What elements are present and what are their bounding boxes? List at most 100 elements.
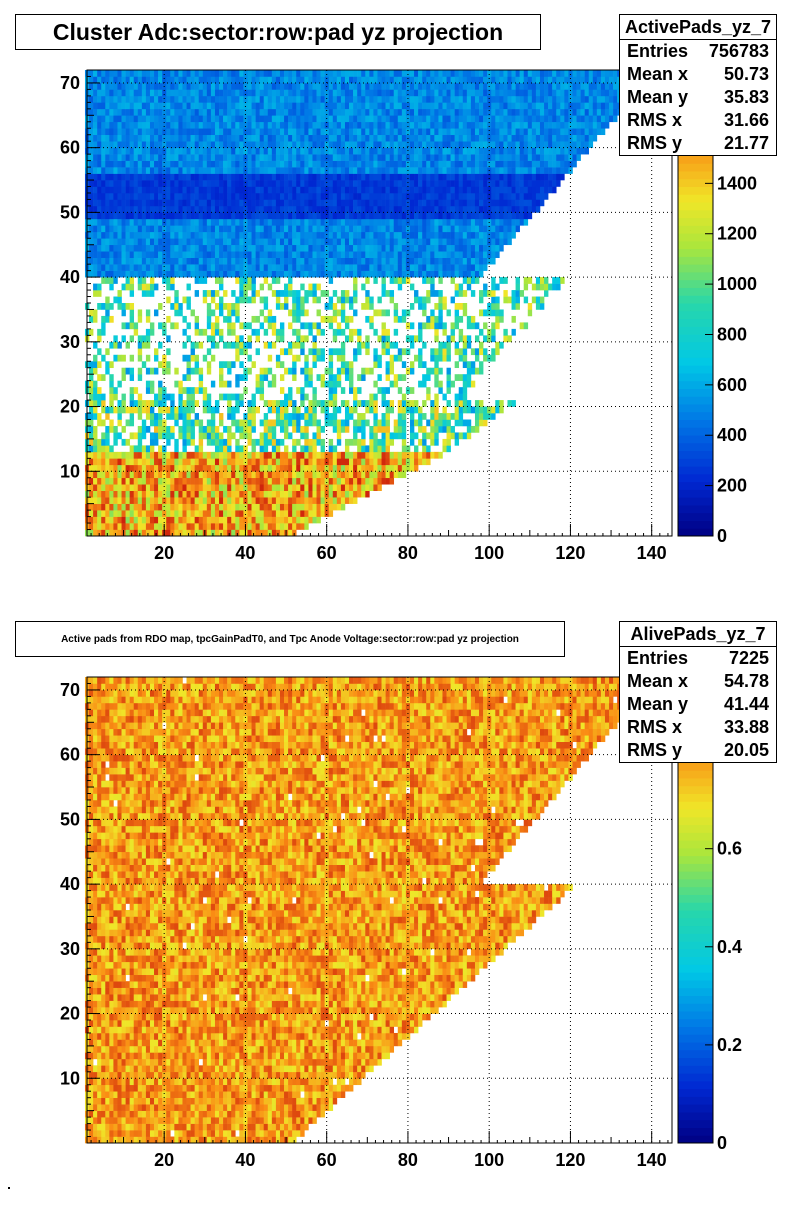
heatmap-cell <box>304 354 309 362</box>
heatmap-cell <box>564 160 569 168</box>
heatmap-cell <box>113 154 118 161</box>
heatmap-cell <box>235 484 240 491</box>
heatmap-cell <box>247 516 252 524</box>
heatmap-cell <box>251 393 256 401</box>
heatmap-cell <box>279 361 285 369</box>
heatmap-cell <box>454 393 460 401</box>
heatmap-cell <box>300 134 305 142</box>
heatmap-cell <box>409 264 415 271</box>
heatmap-cell <box>312 387 317 394</box>
heatmap-cell <box>145 477 151 485</box>
heatmap-cell <box>243 290 248 297</box>
heatmap-cell <box>259 309 265 317</box>
heatmap-cell <box>430 205 435 213</box>
heatmap-cell <box>409 419 415 427</box>
heatmap-cell <box>284 186 289 194</box>
heatmap-cell <box>377 387 382 394</box>
heatmap-cell <box>535 180 541 187</box>
heatmap-cell <box>93 393 98 401</box>
heatmap-cell <box>89 387 94 394</box>
heatmap-cell <box>89 419 94 427</box>
heatmap-cell <box>271 134 277 142</box>
heatmap-cell <box>304 367 309 375</box>
heatmap-cell <box>186 244 191 252</box>
heatmap-cell <box>397 432 403 440</box>
heatmap-cell <box>320 231 325 239</box>
heatmap-cell <box>288 529 293 537</box>
heatmap-cell <box>332 387 338 394</box>
heatmap-cell <box>109 238 114 246</box>
heatmap-cell <box>401 374 407 381</box>
heatmap-cell <box>385 264 390 271</box>
heatmap-cell <box>129 309 135 317</box>
heatmap-cell <box>227 367 232 375</box>
heatmap-cell <box>97 270 102 278</box>
heatmap-cell <box>552 154 557 161</box>
heatmap-cell <box>373 225 378 233</box>
heatmap-cell <box>405 458 411 466</box>
heatmap-cell <box>393 425 399 433</box>
heatmap-cell <box>365 231 370 239</box>
heatmap-cell <box>320 477 325 485</box>
heatmap-cell <box>210 244 216 252</box>
heatmap-cell <box>434 328 439 336</box>
heatmap-cell <box>109 510 114 517</box>
heatmap-cell <box>284 205 289 213</box>
heatmap-cell <box>365 257 370 265</box>
heatmap-cell <box>373 167 378 174</box>
heatmap-cell <box>357 251 362 258</box>
heatmap-cell <box>454 257 460 265</box>
heatmap-cell <box>426 128 431 136</box>
heatmap-cell <box>300 186 305 194</box>
heatmap-cell <box>190 128 195 136</box>
heatmap-cell <box>93 192 98 200</box>
heatmap-cell <box>296 257 301 265</box>
heatmap-cell <box>89 128 94 136</box>
heatmap-cell <box>97 419 102 427</box>
heatmap-cell <box>491 218 496 226</box>
heatmap-cell <box>279 257 285 265</box>
heatmap-cell <box>353 257 358 265</box>
heatmap-cell <box>194 173 200 181</box>
heatmap-cell <box>332 490 338 498</box>
heatmap-cell <box>101 322 106 330</box>
heatmap-cell <box>442 141 447 148</box>
heatmap-cell <box>219 205 224 213</box>
heatmap-cell <box>361 238 366 246</box>
heatmap-cell <box>304 186 309 194</box>
heatmap-cell <box>101 406 106 414</box>
heatmap-cell <box>515 154 520 161</box>
heatmap-cell <box>470 160 476 168</box>
heatmap-cell <box>158 458 163 466</box>
heatmap-cell <box>154 490 159 498</box>
heatmap-cell <box>214 244 220 252</box>
heatmap-cell <box>296 173 301 181</box>
heatmap-cell <box>202 432 208 440</box>
heatmap-cell <box>129 134 135 142</box>
heatmap-cell <box>373 348 378 356</box>
heatmap-cell <box>210 128 216 136</box>
heatmap-cell <box>405 128 411 136</box>
heatmap-cell <box>259 523 265 530</box>
heatmap-cell <box>93 147 98 155</box>
heatmap-cell <box>198 523 204 530</box>
heatmap-cell <box>576 141 581 148</box>
heatmap-cell <box>349 134 354 142</box>
heatmap-cell <box>328 303 334 310</box>
heatmap-cell <box>458 212 464 220</box>
heatmap-cell <box>292 180 297 187</box>
heatmap-cell <box>214 516 220 524</box>
heatmap-cell <box>483 167 488 174</box>
heatmap-cell <box>312 167 317 174</box>
heatmap-cell <box>401 244 407 252</box>
heatmap-cell <box>409 225 415 233</box>
heatmap-cell <box>336 296 342 304</box>
heatmap-cell <box>401 141 407 148</box>
heatmap-cell <box>275 173 281 181</box>
heatmap-cell <box>397 186 403 194</box>
heatmap-cell <box>324 510 330 517</box>
heatmap-cell <box>223 445 228 453</box>
heatmap-cell <box>206 128 212 136</box>
heatmap-cell <box>450 322 455 330</box>
heatmap-cell <box>328 154 334 161</box>
